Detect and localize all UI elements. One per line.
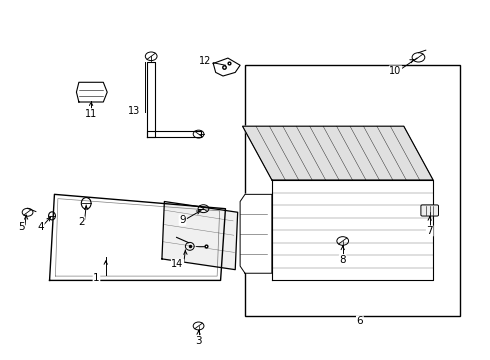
Polygon shape [147,62,155,137]
Text: 4: 4 [37,222,44,231]
Text: 10: 10 [390,66,402,76]
Bar [245,65,460,316]
Polygon shape [243,126,433,180]
Text: 9: 9 [179,215,186,225]
Text: 2: 2 [78,217,85,227]
Text: 8: 8 [340,255,346,265]
FancyBboxPatch shape [421,205,439,216]
Polygon shape [76,82,107,102]
Text: 11: 11 [85,109,97,119]
Text: 3: 3 [196,336,202,346]
Text: 5: 5 [18,222,24,231]
Polygon shape [240,194,272,273]
Polygon shape [213,58,240,76]
Polygon shape [147,131,201,137]
Text: 12: 12 [199,56,211,66]
Text: 6: 6 [357,316,363,326]
Text: 14: 14 [172,259,184,269]
Polygon shape [162,202,238,270]
Polygon shape [272,180,433,280]
Text: 7: 7 [426,226,433,236]
Polygon shape [49,194,225,280]
Text: 13: 13 [127,106,140,116]
Text: 1: 1 [93,273,100,283]
